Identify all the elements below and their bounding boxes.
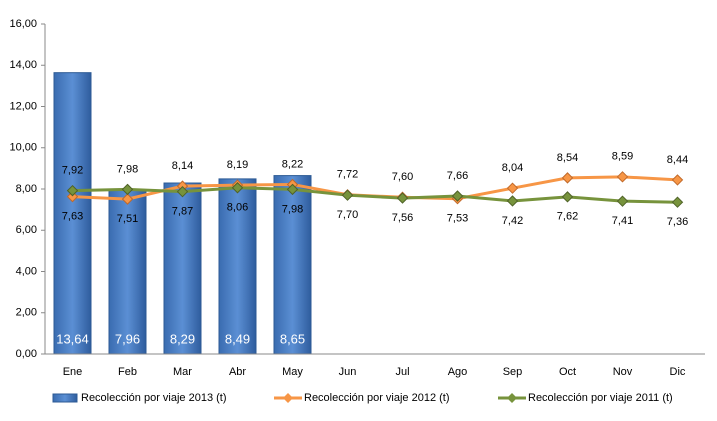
y-tick-label: 14,00 [9,59,37,71]
line-value-label: 8,22 [282,158,303,170]
marker [286,183,299,196]
bar [273,175,312,355]
y-tick-label: 16,00 [9,18,37,30]
bar [218,178,257,355]
line-value-label: 7,63 [62,211,83,223]
y-tick-label: 2,00 [16,307,37,319]
x-tick-label: Ago [448,366,468,378]
bar-value-label: 13,64 [56,331,89,346]
line-value-label: 7,87 [172,206,193,218]
x-tick-label: Sep [503,366,523,378]
line-value-label: 7,42 [502,215,523,227]
bar-value-label: 8,49 [225,331,250,346]
bar [53,72,92,355]
line-value-label: 8,44 [667,154,688,166]
x-tick-label: Abr [229,366,246,378]
x-tick-label: Jul [395,366,409,378]
marker [616,195,629,207]
legend-marker [283,393,293,403]
y-tick-label: 12,00 [9,100,37,112]
x-tick-label: Feb [118,366,137,378]
line-value-label: 7,60 [392,171,413,183]
bar [108,189,147,355]
line-value-label: 7,51 [117,213,138,225]
line-value-label: 7,66 [447,170,468,182]
marker [561,172,574,184]
line-value-label: 7,62 [557,211,578,223]
x-tick-label: Jun [339,366,357,378]
legend-label: Recolección por viaje 2013 (t) [81,392,227,404]
marker [121,193,134,205]
marker [506,195,519,207]
line-value-label: 7,53 [447,213,468,225]
x-tick-label: Dic [670,366,686,378]
line-value-label: 8,54 [557,152,578,164]
marker [66,190,79,203]
marker [231,182,244,194]
line-value-label: 8,04 [502,162,523,174]
marker [341,189,354,201]
marker [451,190,464,202]
line [72,186,678,204]
bar-value-label: 8,65 [280,331,305,346]
marker [396,192,409,204]
line-value-label: 8,19 [227,159,248,171]
marker [616,171,629,183]
marker [671,174,684,186]
y-tick-label: 10,00 [9,142,37,154]
x-tick-label: Nov [613,366,633,378]
line-value-label: 7,92 [62,165,83,177]
line-value-label: 7,72 [337,169,358,181]
y-tick-label: 0,00 [16,348,37,360]
legend-swatch [52,393,78,403]
y-tick-label: 8,00 [16,183,37,195]
line-value-label: 7,70 [337,209,358,221]
line-value-label: 7,36 [667,216,688,228]
legend-marker [507,393,517,403]
legend-label: Recolección por viaje 2012 (t) [304,392,450,404]
bar-value-label: 8,29 [170,331,195,346]
x-tick-label: May [282,366,303,378]
line-value-label: 8,06 [227,202,248,214]
line-value-label: 7,98 [282,203,303,215]
line-value-label: 7,41 [612,215,633,227]
line-value-label: 8,59 [612,151,633,163]
line-value-label: 8,14 [172,160,193,172]
x-tick-label: Oct [559,366,576,378]
x-tick-label: Ene [63,366,83,378]
marker [176,185,189,198]
bar-value-label: 7,96 [115,331,140,346]
marker [561,191,574,203]
y-tick-label: 4,00 [16,265,37,277]
line-value-label: 7,98 [117,163,138,175]
y-tick-label: 6,00 [16,224,37,236]
x-tick-label: Mar [173,366,192,378]
line-value-label: 7,56 [392,212,413,224]
marker [671,196,684,208]
marker [506,182,519,194]
legend-label: Recolección por viaje 2011 (t) [528,392,673,404]
marker [66,184,79,197]
marker [121,183,134,196]
